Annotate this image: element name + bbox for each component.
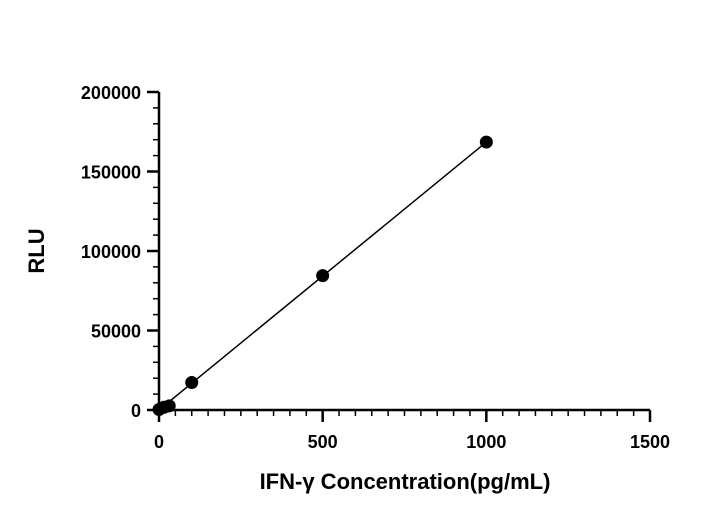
- x-tick-label: 500: [308, 432, 338, 452]
- x-tick-label: 1000: [466, 432, 506, 452]
- x-axis-ticks: 0 500 1000 1500: [154, 410, 670, 452]
- y-tick-label: 0: [131, 401, 141, 421]
- x-axis-title: IFN-γ Concentration(pg/mL): [260, 469, 551, 494]
- y-tick-label: 100000: [81, 242, 141, 262]
- data-point: [316, 269, 330, 283]
- axes: [157, 92, 650, 412]
- y-tick-label: 50000: [91, 322, 141, 342]
- y-tick-label: 200000: [81, 83, 141, 103]
- y-axis-ticks: 0 50000 100000 150000 200000: [81, 83, 159, 421]
- data-point: [162, 399, 176, 413]
- data-point: [479, 135, 493, 149]
- y-tick-label: 150000: [81, 163, 141, 183]
- y-axis-title: RLU: [24, 228, 49, 273]
- x-tick-label: 1500: [630, 432, 670, 452]
- data-points: [152, 135, 493, 417]
- x-tick-label: 0: [154, 432, 164, 452]
- data-point: [185, 375, 199, 389]
